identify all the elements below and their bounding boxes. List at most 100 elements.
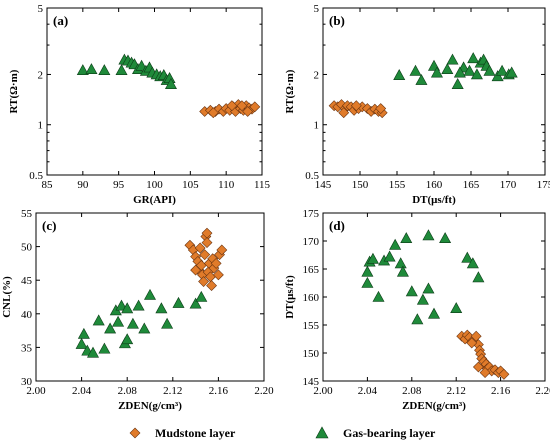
x-tick-label: 2.04 (358, 385, 378, 397)
gas-point (491, 70, 504, 82)
x-tick-label: 2.04 (72, 385, 92, 397)
x-tick-label: 2.00 (313, 385, 333, 397)
gas-point (361, 265, 374, 277)
gas-point (439, 232, 452, 243)
x-tick-label: 90 (77, 179, 89, 191)
legend-mudstone-marker (129, 427, 141, 439)
gas-point (467, 52, 480, 64)
y-tick-label: 40 (21, 309, 33, 321)
gas-point (115, 64, 128, 76)
y-tick-label: 155 (303, 320, 320, 332)
x-tick-label: 100 (146, 179, 163, 191)
plot-frame (322, 7, 546, 176)
mudstone-point (207, 107, 219, 119)
gas-point (195, 290, 208, 302)
x-tick-label: 2.08 (402, 385, 422, 397)
gas-point (121, 333, 134, 345)
x-tick-label: 2.20 (254, 385, 274, 397)
gas-point (172, 296, 185, 308)
x-tick-label: 85 (42, 179, 54, 191)
x-tick-label: 155 (389, 179, 406, 191)
gas-point (446, 53, 459, 65)
y-tick-label: 30 (21, 376, 33, 388)
mudstone-point (466, 337, 478, 349)
gas-point (98, 342, 111, 354)
gas-point (496, 64, 509, 76)
y-axis-title: RT(Ω·m) (8, 69, 20, 113)
x-tick-label: 145 (315, 179, 332, 191)
gas-point (383, 250, 396, 262)
gas-point (470, 68, 483, 80)
x-tick-label: 165 (463, 179, 480, 191)
mudstone-point (375, 103, 387, 114)
plot-frame (322, 212, 546, 382)
panel-c: 2.00 2.04 2.08 2.12 2.16 2.20 30 35 40 45 50 55 ZDEN… (1, 208, 274, 412)
gas-point (430, 66, 443, 78)
x-tick-label: 170 (500, 179, 517, 191)
mudstone-point (190, 264, 202, 276)
y-tick-label: 35 (21, 342, 33, 354)
x-tick-label: 2.12 (447, 385, 466, 397)
x-axis-title: DT(μs/ft) (412, 194, 456, 206)
y-tick-label: 5 (314, 3, 320, 15)
gas-point (138, 322, 151, 334)
gas-point (472, 271, 485, 283)
gas-point (416, 293, 429, 305)
gas-point (453, 66, 466, 78)
panel-label: (c) (42, 218, 56, 233)
y-axis-title: DT(μs/ft) (284, 275, 296, 319)
y-tick-label: 45 (21, 275, 33, 287)
mudstone-point (479, 367, 491, 379)
gas-point (143, 288, 157, 300)
y-axis-title: CNL(%) (1, 276, 13, 318)
gas-point (409, 64, 422, 76)
mudstone-point (212, 269, 224, 281)
gas-point (393, 69, 406, 80)
x-tick-label: 150 (352, 179, 369, 191)
y-tick-label: 2 (314, 69, 320, 81)
x-axis-title: ZDEN(g/cm³) (402, 400, 466, 412)
y-tick-label: 165 (303, 264, 320, 276)
panel-d: 2.00 2.04 2.08 2.12 2.16 2.20 145 150 155 160 165 1… (284, 208, 550, 412)
y-tick-label: 5 (38, 3, 44, 15)
y-tick-label: 1 (38, 120, 44, 132)
mudstone-point (226, 100, 238, 112)
y-tick-label: 2 (38, 69, 44, 81)
legend-mudstone-label: Mudstone layer (155, 426, 236, 440)
gas-point (121, 302, 134, 314)
plot-frame (46, 7, 263, 176)
mudstone-point (472, 361, 484, 373)
panel-label: (d) (329, 218, 345, 233)
gas-point (441, 63, 454, 75)
x-tick-label: 2.12 (163, 385, 182, 397)
gas-point (451, 78, 464, 89)
y-tick-label: 1 (314, 120, 320, 132)
mudstone-point (350, 100, 362, 112)
gas-point (450, 302, 463, 313)
y-tick-label: 175 (303, 208, 320, 220)
gas-point (466, 257, 479, 269)
y-tick-label: 150 (303, 348, 320, 360)
gas-point (112, 315, 125, 327)
gas-point (126, 317, 139, 329)
gas-point (98, 64, 111, 76)
x-tick-label: 160 (426, 179, 443, 191)
gas-point (75, 337, 88, 349)
x-tick-label: 175 (537, 179, 550, 191)
y-tick-label: 0.5 (29, 170, 43, 182)
gas-point (427, 307, 441, 319)
gas-point (104, 322, 117, 334)
gas-point (405, 285, 418, 297)
gas-point (189, 297, 202, 309)
gas-point (155, 302, 168, 314)
mudstone-point (338, 107, 350, 119)
mudstone-point (249, 101, 261, 113)
gas-point (483, 64, 496, 76)
gas-point (76, 64, 89, 76)
x-tick-label: 95 (113, 179, 125, 191)
gas-point (411, 313, 424, 325)
mudstone-point (206, 280, 217, 292)
panel-b: 145 150 155 160 165 170 175 0.5 1 2 5 DT(μs/ft) RT(Ω… (284, 3, 550, 206)
gas-point (132, 299, 145, 311)
